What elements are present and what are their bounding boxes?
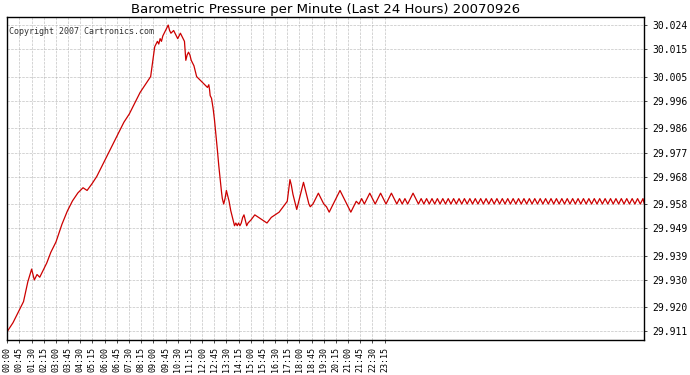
Title: Barometric Pressure per Minute (Last 24 Hours) 20070926: Barometric Pressure per Minute (Last 24 … xyxy=(131,3,520,16)
Text: Copyright 2007 Cartronics.com: Copyright 2007 Cartronics.com xyxy=(8,27,154,36)
